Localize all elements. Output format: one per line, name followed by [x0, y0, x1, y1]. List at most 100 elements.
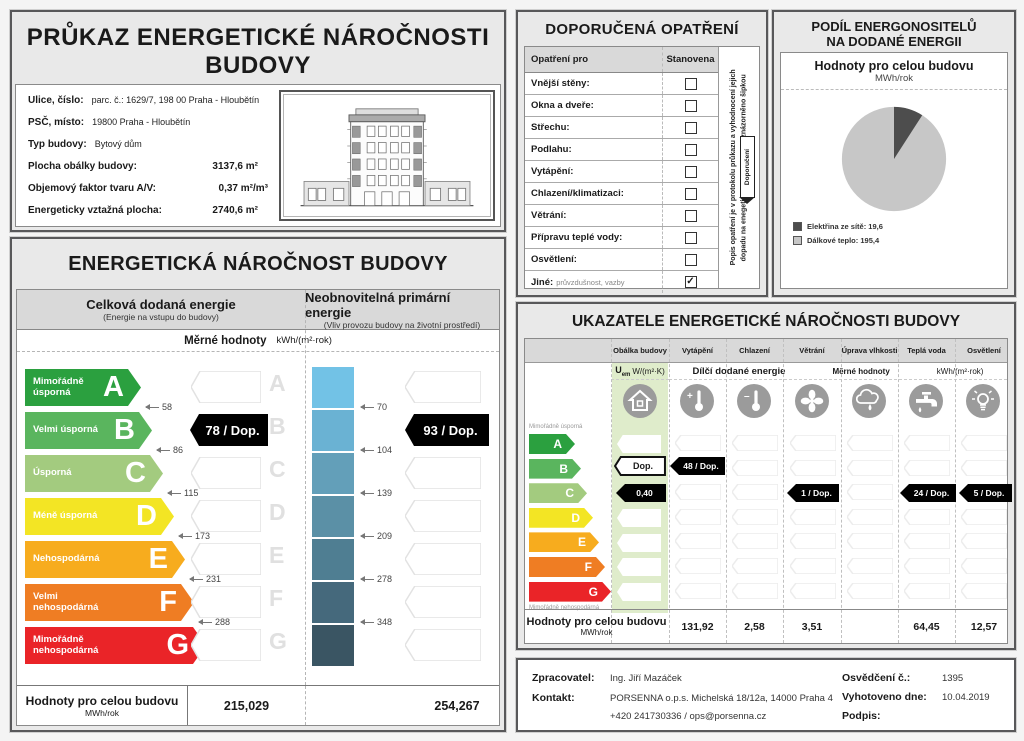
col-header-lighting: Osvětlení [967, 345, 1001, 355]
mini-class-e: E [529, 532, 599, 552]
envelope-arrow [617, 533, 661, 552]
ghost-arrow [405, 371, 481, 403]
energy-row-c: Úsporná C C [17, 452, 499, 495]
ghost-arrow [675, 435, 721, 451]
energy-row-b: Velmi úsporná B 78 / Dop. B 93 / Dop. [17, 409, 499, 452]
envelope-arrow [617, 558, 661, 577]
ghost-arrow [961, 533, 1007, 550]
ventilation-fan-icon [795, 384, 829, 418]
energy-performance-panel: ENERGETICKÁ NÁROČNOST BUDOVY Celková dod… [10, 237, 506, 732]
threshold-right-de: 209 [360, 531, 392, 541]
ghost-arrow [904, 435, 950, 451]
ghost-arrow [847, 508, 893, 525]
primary-energy-step-c [312, 453, 354, 494]
pie-unit: MWh/rok [875, 73, 913, 84]
primary-energy-value-marker: 93 / Dop. [405, 414, 489, 446]
envelope-arrow [617, 582, 661, 601]
measure-row-roof: Střechu: [525, 117, 718, 139]
measure-row-hot-water: Přípravu teplé vody: [525, 227, 718, 249]
checkbox-walls[interactable] [684, 77, 697, 90]
measure-row-walls: Vnější stěny: [525, 73, 718, 95]
checkbox-ventilation[interactable] [684, 209, 697, 222]
processor-label: Zpracovatel: [532, 672, 595, 684]
whole-building-label: Hodnoty pro celou budovu MWh/rok [17, 686, 188, 725]
threshold-left-cd: 115 [167, 488, 198, 498]
signature-label: Podpis: [842, 710, 881, 722]
ghost-arrow [675, 484, 721, 501]
ghost-arrow [191, 586, 261, 618]
ghost-arrow [904, 459, 950, 476]
checkbox-floor[interactable] [684, 143, 697, 156]
checkbox-hot-water[interactable] [684, 231, 697, 244]
pie-legend: Elektřina ze sítě: 19,6 Dálkové teplo: 1… [793, 222, 883, 250]
class-arrow-a: Mimořádně úsporná A [25, 369, 141, 406]
threshold-right-bc: 104 [360, 445, 392, 455]
measure-row-floor: Podlahu: [525, 139, 718, 161]
ghost-arrow [961, 508, 1007, 525]
ghost-letter: D [269, 499, 286, 525]
energy-row-d: Méně úsporná D D [17, 495, 499, 538]
col-measure-for: Opatření pro [525, 47, 663, 72]
ghost-arrow [675, 558, 721, 574]
ghost-arrow [847, 435, 893, 451]
ghost-arrow [191, 500, 261, 532]
delivered-energy-value-marker: 78 / Dop. [190, 414, 268, 446]
total-hot-water: 64,45 [913, 620, 940, 633]
total-lighting: 12,57 [970, 620, 998, 633]
checkbox-roof[interactable] [684, 121, 697, 134]
info-row-reference-area: Energeticky vztažná plocha: 2740,6 m² [28, 205, 258, 216]
indicators-totals-row: Hodnoty pro celou budovu MWh/rok 131,92 … [525, 609, 1007, 643]
threshold-left-ab: 58 [145, 402, 172, 412]
envelope-arrow [617, 435, 661, 453]
ghost-arrow [191, 457, 261, 489]
ghost-arrow [961, 459, 1007, 476]
checkbox-other-checked[interactable]: ✓ [684, 276, 697, 288]
measure-row-other: Jiné: průvzdušnost, vazby ✓ [525, 271, 718, 293]
side-note-line1: Popis opatření je v protokolu průkazu a … [729, 69, 737, 266]
certificate-number-value: 1395 [942, 673, 964, 684]
total-primary-energy: 254,267 [434, 698, 480, 713]
measures-side-note: Popis opatření je v protokolu průkazu a … [719, 47, 759, 288]
checkbox-heating[interactable] [684, 165, 697, 178]
lighting-bulb-icon [966, 384, 1000, 418]
ghost-arrow [790, 533, 836, 550]
ghost-arrow [732, 435, 778, 451]
ghost-letter: A [269, 370, 286, 396]
energy-class-scale: Mimořádně úsporná A A Velmi úsporná B 78 /… [17, 366, 499, 667]
primary-energy-step-g [312, 625, 354, 666]
ghost-arrow [732, 484, 778, 501]
building-sketch-svg [300, 108, 474, 207]
ghost-arrow [732, 508, 778, 525]
indicators-panel: UKAZATELE ENERGETICKÉ NÁROČNOSTI BUDOVY … [516, 302, 1016, 650]
ghost-arrow [847, 582, 893, 599]
ghost-arrow [961, 435, 1007, 451]
checkbox-lighting[interactable] [684, 253, 697, 266]
legend-swatch-district-heat [793, 236, 802, 245]
contact-line2: +420 241730336 / ops@porsenna.cz [610, 711, 767, 722]
info-row-type: Typ budovy: Bytový dům [28, 139, 142, 150]
threshold-right-ef: 278 [360, 574, 392, 584]
energy-row-a: Mimořádně úsporná A A [17, 366, 499, 409]
ghost-letter: E [269, 542, 285, 568]
ghost-arrow [790, 508, 836, 525]
legend-item-district-heat: Dálkové teplo: 195,4 [793, 236, 883, 245]
ventilation-value-marker: 1 / Dop. [787, 484, 839, 502]
checkbox-cooling[interactable] [684, 187, 697, 200]
total-heating: 131,92 [681, 620, 714, 633]
class-arrow-g: Mimořádně nehospodárná G [25, 627, 206, 664]
mini-class-g: G [529, 582, 611, 602]
legend-swatch-electricity [793, 222, 802, 231]
heating-value-marker: 48 / Dop. [670, 457, 725, 475]
divider [781, 89, 1007, 90]
building-info-rows: Ulice, číslo: parc. č.: 1629/7, 198 00 Pr… [28, 95, 286, 227]
total-ventilation: 3,51 [801, 620, 823, 633]
ghost-arrow [904, 558, 950, 574]
checkbox-windows[interactable] [684, 99, 697, 112]
info-row-street: Ulice, číslo: parc. č.: 1629/7, 198 00 Pr… [28, 95, 260, 106]
scale-top-label: Mimořádně úsporná [529, 424, 583, 430]
ghost-arrow [904, 533, 950, 550]
ghost-arrow [847, 484, 893, 501]
ghost-arrow [191, 371, 261, 403]
ghost-arrow [790, 435, 836, 451]
primary-energy-step-f [312, 582, 354, 623]
